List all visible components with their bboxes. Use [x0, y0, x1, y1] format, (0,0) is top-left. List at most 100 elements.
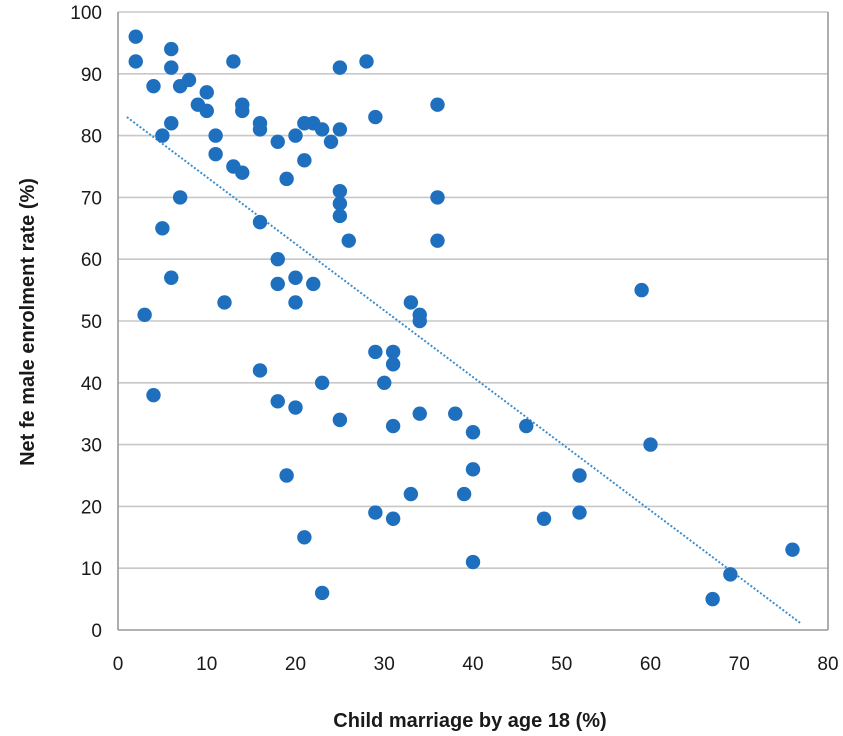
data-point [723, 567, 738, 582]
data-point [164, 116, 179, 131]
data-point [430, 97, 445, 112]
data-point [288, 128, 303, 143]
data-point [181, 72, 197, 88]
data-point [643, 437, 658, 452]
grid-lines [118, 11, 828, 570]
axes [117, 12, 829, 631]
y-axis-tick-labels: 0 10 20 30 40 50 60 70 80 90 100 [70, 3, 102, 642]
data-point [270, 252, 285, 267]
trendline-group [126, 116, 802, 625]
data-point [385, 418, 401, 434]
data-point [332, 412, 348, 428]
data-point [332, 184, 348, 199]
data-point [288, 270, 303, 285]
data-point [465, 462, 481, 477]
data-point [705, 591, 720, 607]
data-points [128, 29, 800, 607]
data-point [314, 585, 330, 601]
data-point [377, 375, 392, 390]
x-tick-label: 80 [817, 654, 838, 675]
data-point [252, 122, 268, 137]
data-point [279, 171, 294, 187]
data-point [412, 313, 427, 329]
data-point [465, 425, 481, 440]
data-point [323, 134, 339, 149]
data-point [456, 486, 472, 502]
data-point [368, 109, 383, 125]
x-tick-label: 30 [374, 654, 395, 675]
data-point [270, 134, 285, 149]
data-point [146, 387, 161, 403]
data-point [430, 190, 445, 205]
y-tick-label: 0 [91, 621, 102, 642]
x-tick-label: 20 [285, 654, 306, 675]
y-tick-label: 60 [81, 250, 102, 271]
data-point [270, 276, 285, 292]
data-point [519, 418, 534, 434]
x-axis-tick-labels: 0 10 20 30 40 50 60 70 80 [113, 654, 839, 675]
data-point [252, 363, 268, 378]
data-point [235, 103, 250, 119]
data-point [306, 276, 321, 292]
x-tick-label: 10 [196, 654, 217, 675]
y-tick-label: 40 [81, 374, 102, 395]
data-point [314, 375, 330, 390]
x-tick-label: 50 [551, 654, 572, 675]
data-point [412, 406, 427, 421]
data-point [199, 85, 214, 100]
y-tick-label: 100 [70, 3, 102, 24]
data-point [297, 530, 312, 545]
data-point [252, 214, 268, 230]
x-tick-label: 0 [113, 654, 124, 675]
data-point [332, 208, 348, 224]
data-point [448, 406, 463, 421]
data-point [368, 505, 383, 520]
data-point [155, 221, 170, 236]
data-point [332, 122, 348, 137]
y-axis-title: Net fe male enrolment rate (%) [17, 178, 39, 466]
x-tick-label: 60 [640, 654, 661, 675]
data-point [403, 295, 419, 310]
x-tick-label: 70 [729, 654, 750, 675]
trendline [126, 116, 802, 625]
x-tick-label: 40 [462, 654, 483, 675]
data-point [332, 196, 348, 211]
y-tick-label: 90 [81, 65, 102, 86]
data-point [368, 344, 383, 360]
data-point [208, 146, 223, 162]
data-point [217, 295, 232, 310]
data-point [146, 78, 161, 94]
y-tick-label: 50 [81, 312, 102, 333]
data-point [164, 270, 179, 285]
data-point [785, 542, 800, 557]
data-point [385, 344, 401, 360]
data-point [270, 394, 285, 409]
data-point [226, 54, 241, 69]
data-point [128, 54, 143, 69]
data-point [314, 122, 330, 137]
y-tick-label: 10 [81, 559, 102, 580]
data-point [572, 505, 587, 520]
y-tick-label: 20 [81, 497, 102, 518]
data-point [465, 554, 481, 570]
data-point [155, 128, 170, 143]
data-point [288, 400, 303, 415]
data-point [634, 282, 649, 298]
data-point [199, 103, 214, 119]
data-point [536, 511, 552, 526]
y-tick-label: 80 [81, 127, 102, 148]
data-point [172, 190, 188, 205]
data-point [164, 60, 179, 75]
y-tick-label: 30 [81, 436, 102, 457]
data-point [332, 60, 348, 75]
data-point [341, 233, 356, 248]
data-point [279, 468, 294, 483]
data-point [164, 41, 179, 57]
data-point [385, 511, 401, 526]
data-point [208, 128, 223, 143]
data-point [137, 307, 152, 323]
data-point [128, 29, 143, 44]
y-tick-label: 70 [81, 188, 102, 209]
